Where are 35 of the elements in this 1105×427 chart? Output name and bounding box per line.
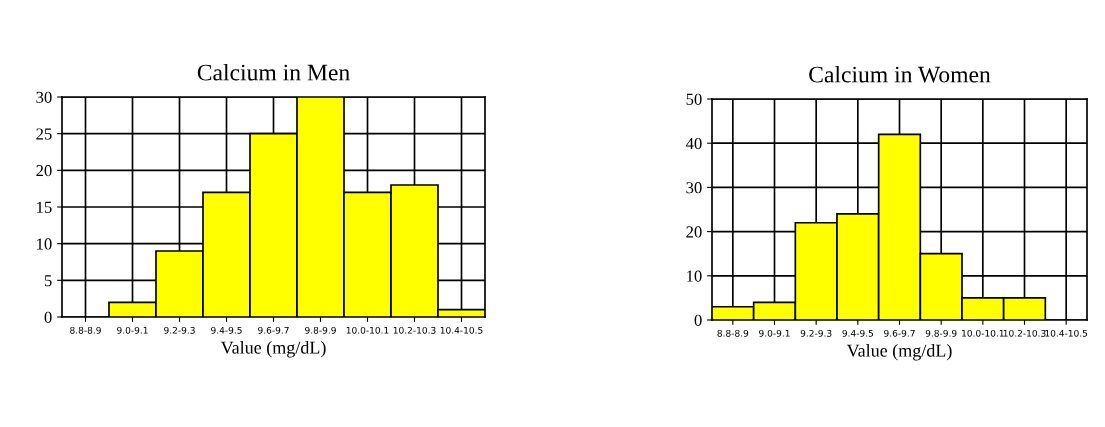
y-tick-label: 20 [36,165,52,177]
y-tick-label: 25 [36,128,52,140]
x-tick-label: 10.0-10.1 [346,326,389,334]
x-tick-label: 10.0-10.1 [962,329,1004,337]
chart-title: Calcium in Women [809,65,991,83]
x-tick-label: 9.6-9.7 [884,329,915,337]
chart-title: Calcium in Men [197,63,350,81]
x-tick-label: 9.6-9.7 [258,326,289,334]
y-tick-label: 40 [685,137,702,150]
y-tick-label: 20 [686,226,702,238]
y-tick-label: 15 [37,201,52,213]
y-tick-label: 50 [686,93,702,105]
y-tick-label: 0 [44,311,52,323]
x-tick-label: 10.4-10.5 [1045,329,1088,337]
x-tick-label: 9.8-9.9 [305,326,336,334]
x-tick-label: 9.0-9.1 [759,329,790,337]
x-tick-label: 10.2-10.3 [1003,329,1046,337]
x-tick-label: 8.8-8.9 [717,329,749,337]
y-tick-label: 30 [686,182,702,194]
x-tick-label: 8.8-8.9 [70,326,101,334]
x-tick-label: 9.4-9.5 [842,329,874,337]
y-tick-label: 10 [687,270,702,282]
y-tick-label: 10 [37,238,52,250]
x-tick-label: 9.2-9.3 [800,329,832,337]
y-tick-label: 0 [694,314,702,326]
x-tick-label: 9.8-9.9 [925,329,957,337]
x-tick-label: 9.4-9.5 [211,326,242,334]
x-tick-label: 10.2-10.3 [393,326,436,334]
y-tick-label: 30 [36,91,52,103]
x-tick-label: 9.2-9.3 [164,326,195,334]
x-tick-label: 10.4-10.5 [440,326,483,334]
x-axis-title: Value (mg/dL) [846,344,952,361]
x-tick-label: 9.0-9.1 [117,326,148,334]
x-axis-title: Value (mg/dL) [220,341,326,358]
y-tick-label: 5 [44,275,52,287]
